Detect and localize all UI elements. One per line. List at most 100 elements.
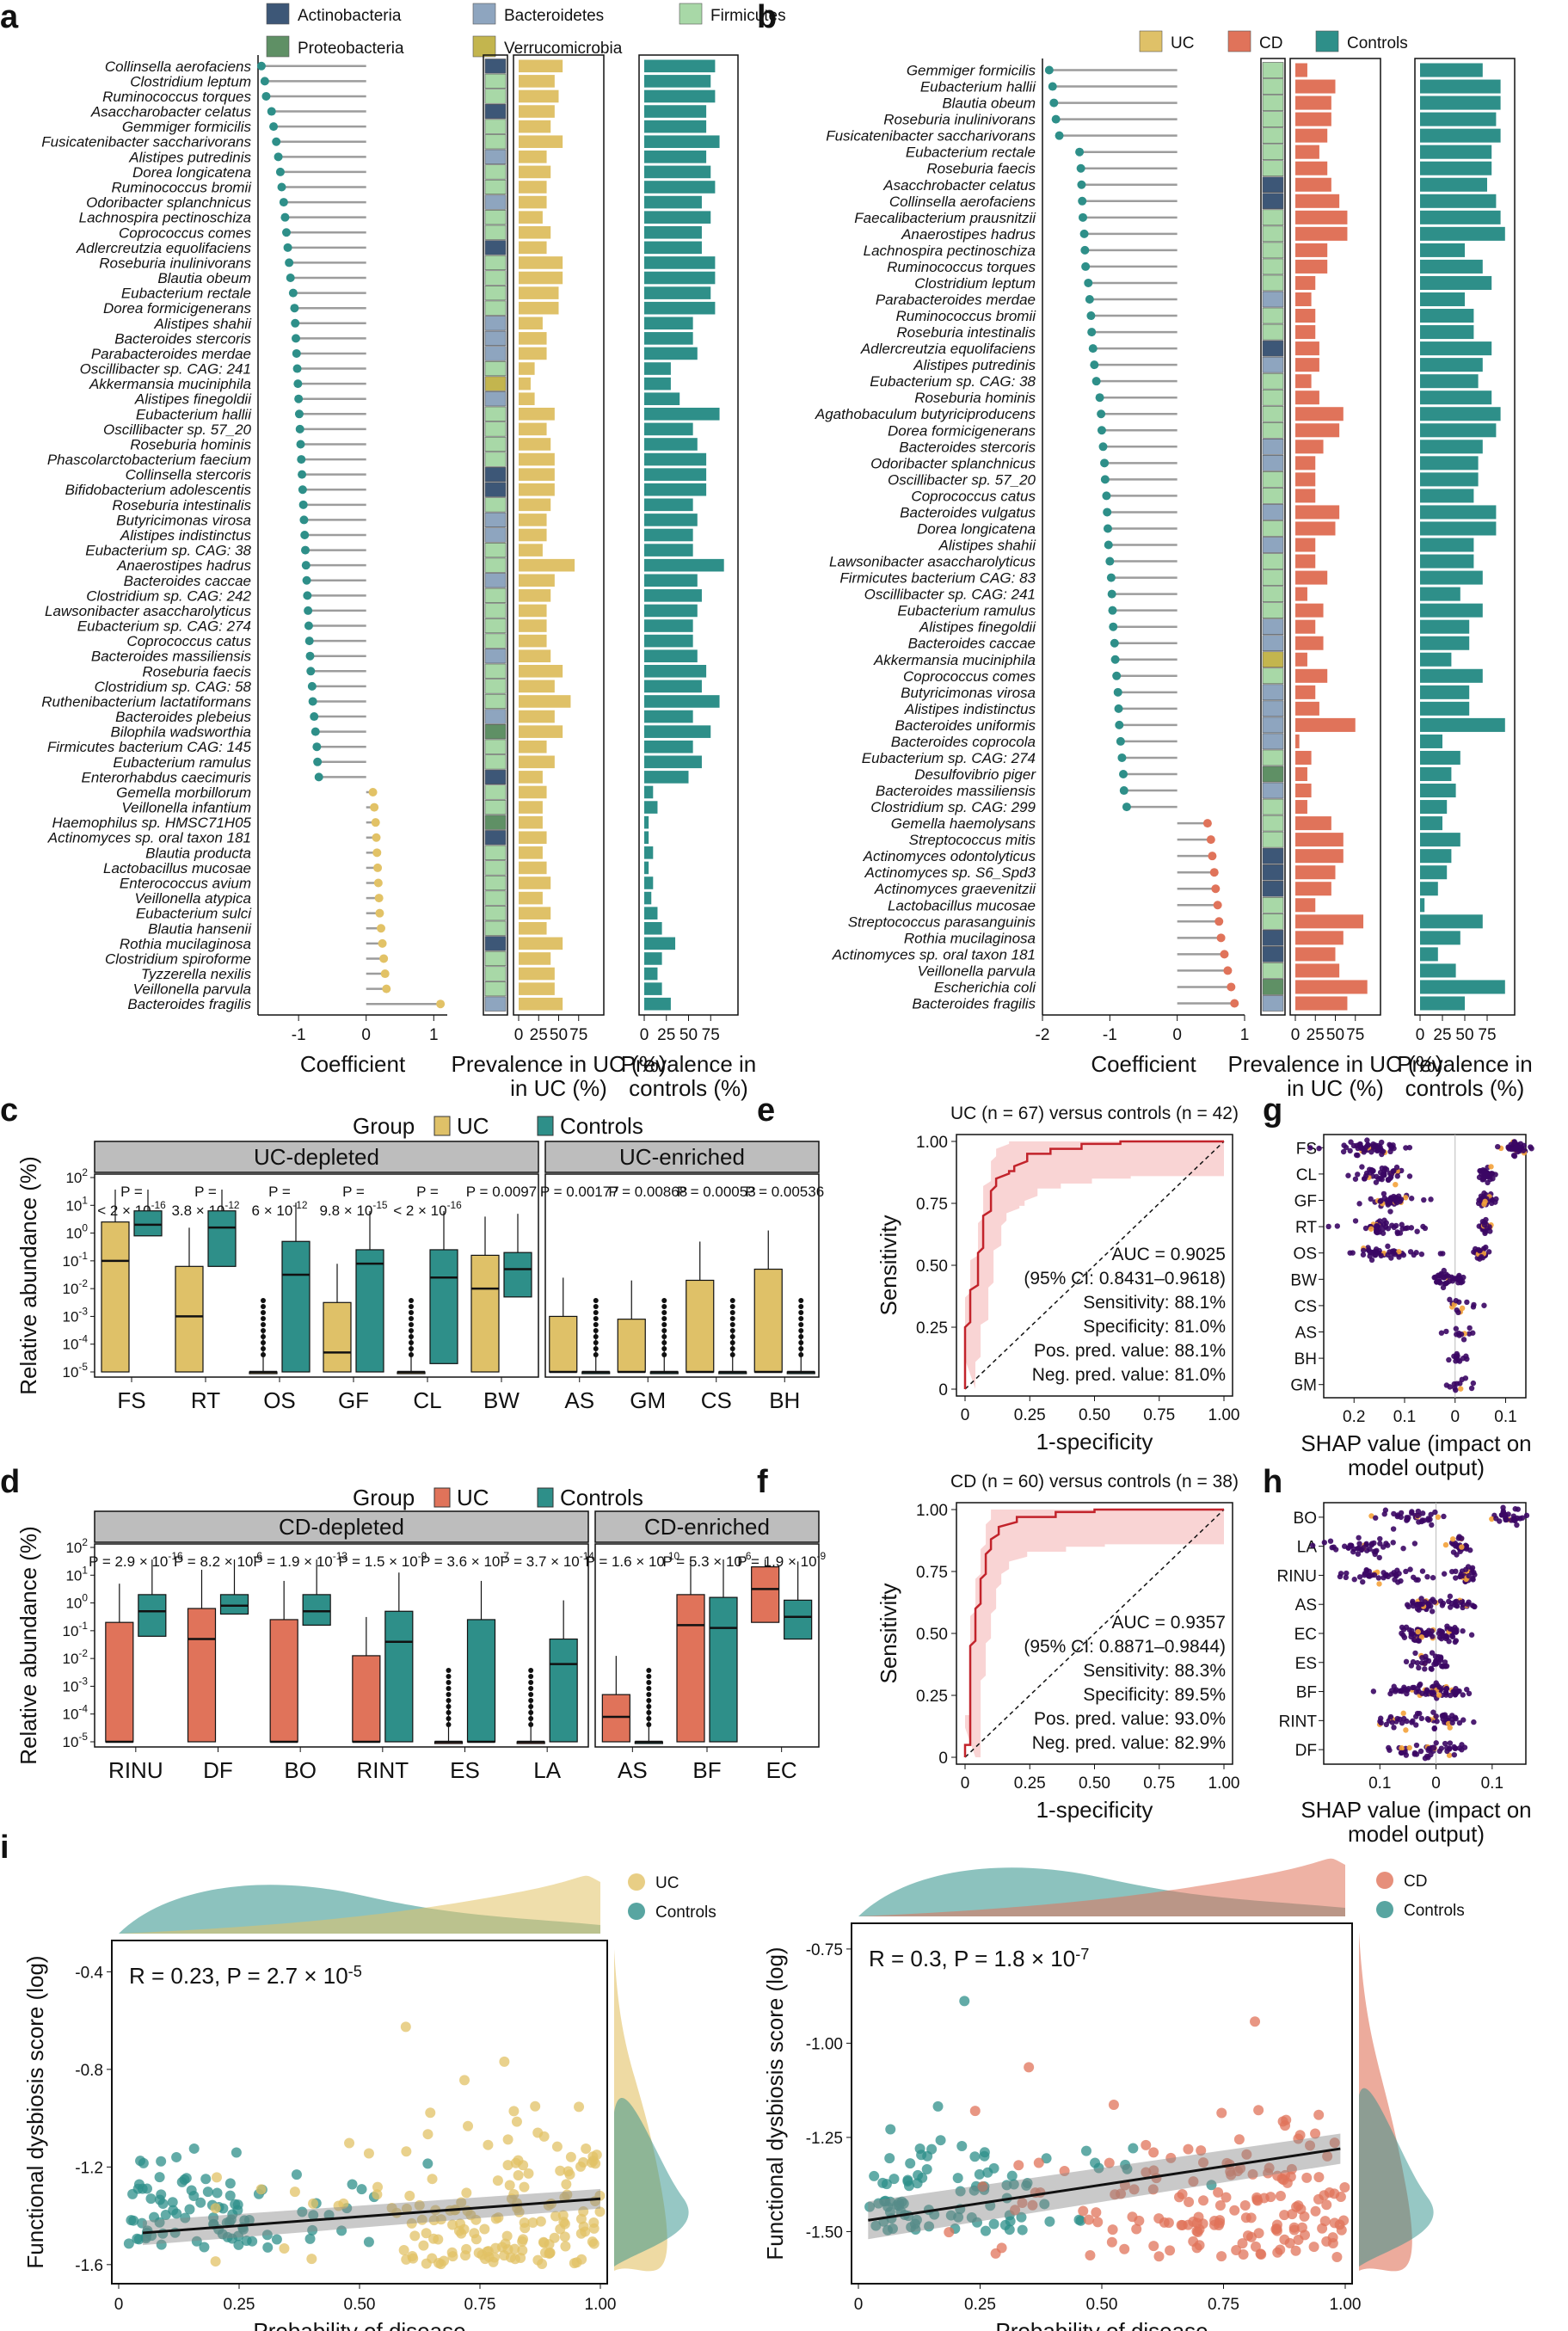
scatter-point bbox=[1104, 2157, 1115, 2168]
feature-label: RT bbox=[1295, 1219, 1317, 1237]
scatter-point bbox=[504, 2180, 515, 2191]
shap-point bbox=[1442, 1740, 1448, 1747]
x-tick-label: 1 bbox=[429, 1026, 439, 1044]
phylum-cell bbox=[484, 467, 507, 483]
p-value: P = 3.7 × 10-14 bbox=[500, 1550, 594, 1570]
shap-point bbox=[1373, 1548, 1379, 1555]
fit-line bbox=[142, 2197, 601, 2235]
shap-point bbox=[1383, 1224, 1389, 1230]
prevalence-bar-disease bbox=[1295, 652, 1307, 667]
scatter-point bbox=[945, 2210, 956, 2221]
species-label: Roseburia faecis bbox=[926, 161, 1036, 177]
shap-point bbox=[1481, 1190, 1487, 1196]
phylum-cell bbox=[484, 391, 507, 407]
scatter-point bbox=[262, 2242, 274, 2253]
outlier bbox=[261, 1352, 266, 1357]
lollipop-dot bbox=[267, 107, 276, 116]
scatter-point bbox=[168, 2205, 179, 2216]
scatter-point bbox=[1184, 2197, 1195, 2208]
lollipop-dot bbox=[1075, 147, 1085, 157]
scatter-point bbox=[239, 2215, 250, 2226]
y-tick-label: 101 bbox=[65, 1194, 88, 1214]
category-label: OS bbox=[263, 1387, 296, 1413]
category-label: ES bbox=[450, 1757, 480, 1783]
species-label: Bacteroides vulgatus bbox=[900, 504, 1036, 520]
shap-point bbox=[1332, 1547, 1339, 1553]
shap-point bbox=[1446, 1752, 1453, 1758]
feature-label: ES bbox=[1295, 1655, 1317, 1673]
outlier bbox=[646, 1704, 652, 1709]
density-disease bbox=[858, 1858, 1345, 1916]
prevalence-bar-controls bbox=[1420, 947, 1438, 962]
species-label: Firmicutes bacterium CAG: 83 bbox=[839, 570, 1036, 587]
scatter-point bbox=[532, 2254, 544, 2266]
p-value: P = bbox=[194, 1184, 217, 1200]
shap-point bbox=[1360, 1252, 1367, 1258]
phylum-cell bbox=[484, 950, 507, 967]
shap-point bbox=[1428, 1196, 1434, 1202]
scatter-point bbox=[913, 2169, 924, 2180]
x-tick-label: 0 bbox=[854, 2296, 864, 2314]
outlier bbox=[646, 1722, 652, 1727]
prevalence-bar-disease bbox=[1295, 63, 1307, 77]
prevalence-bar-controls bbox=[1420, 833, 1460, 847]
lollipop-dot bbox=[1109, 622, 1118, 631]
shap-point bbox=[1430, 1575, 1436, 1581]
shap-point bbox=[1437, 1251, 1444, 1257]
scatter-point bbox=[1329, 2217, 1340, 2229]
shap-point bbox=[1404, 1690, 1410, 1697]
shap-point bbox=[1441, 1267, 1447, 1274]
shap-point bbox=[1481, 1219, 1488, 1226]
species-label: Odoribacter splanchnicus bbox=[870, 455, 1036, 471]
prevalence-bar-controls bbox=[644, 181, 716, 194]
shap-point bbox=[1428, 1511, 1434, 1517]
prevalence-bar-controls bbox=[644, 831, 649, 845]
legend-swatch bbox=[1227, 30, 1251, 52]
phylum-cell bbox=[1262, 405, 1284, 422]
phylum-cell bbox=[1262, 537, 1284, 553]
shap-point bbox=[1387, 1747, 1393, 1753]
shap-point bbox=[1489, 1516, 1495, 1522]
lollipop-dot bbox=[1103, 524, 1112, 533]
shap-point bbox=[1430, 1596, 1436, 1602]
prevalence-bar-controls bbox=[644, 528, 693, 542]
shap-point bbox=[1459, 1544, 1465, 1550]
legend-label: Controls bbox=[655, 1904, 716, 1922]
prevalence-bar-controls bbox=[1420, 440, 1483, 454]
scatter-point bbox=[490, 2213, 501, 2224]
x-tick-label: 1.00 bbox=[585, 2296, 617, 2314]
prevalence-bar-disease bbox=[519, 558, 575, 572]
scatter-point bbox=[1022, 2177, 1033, 2188]
lollipop-dot bbox=[1095, 393, 1104, 403]
y-tick-label: 0.50 bbox=[916, 1626, 948, 1644]
prevalence-bar-controls bbox=[644, 967, 658, 981]
lollipop-dot bbox=[1206, 835, 1215, 845]
prevalence-bar-controls bbox=[1420, 423, 1497, 438]
shap-point bbox=[1356, 1201, 1362, 1207]
prevalence-bar-disease bbox=[519, 408, 555, 421]
prevalence-bar-disease bbox=[519, 846, 543, 859]
phylum-cell bbox=[484, 406, 507, 421]
lollipop-dot bbox=[373, 878, 383, 888]
roc-stat: Specificity: 89.5% bbox=[1083, 1685, 1226, 1705]
shap-point bbox=[1464, 1686, 1470, 1693]
shap-point bbox=[1368, 1196, 1374, 1202]
phylum-cell bbox=[484, 890, 507, 906]
shap-point bbox=[1378, 1252, 1384, 1259]
shap-point bbox=[1413, 1577, 1419, 1583]
lollipop-dot bbox=[373, 863, 383, 872]
box bbox=[617, 1319, 646, 1373]
feature-label: BO bbox=[1294, 1510, 1317, 1528]
species-label: Haemophilus sp. HMSC71H05 bbox=[52, 815, 252, 831]
category-label: GM bbox=[630, 1387, 666, 1413]
outlier bbox=[593, 1334, 599, 1339]
legend-label: UC bbox=[655, 1874, 679, 1892]
shap-point bbox=[1451, 1751, 1458, 1758]
species-label: Coprococcus catus bbox=[911, 488, 1036, 504]
species-label: Dorea formicigenerans bbox=[888, 422, 1036, 439]
species-label: Blautia hansenii bbox=[148, 920, 252, 937]
prevalence-bar-controls bbox=[644, 286, 711, 299]
shap-point bbox=[1368, 1257, 1375, 1264]
shap-point bbox=[1475, 1246, 1482, 1253]
